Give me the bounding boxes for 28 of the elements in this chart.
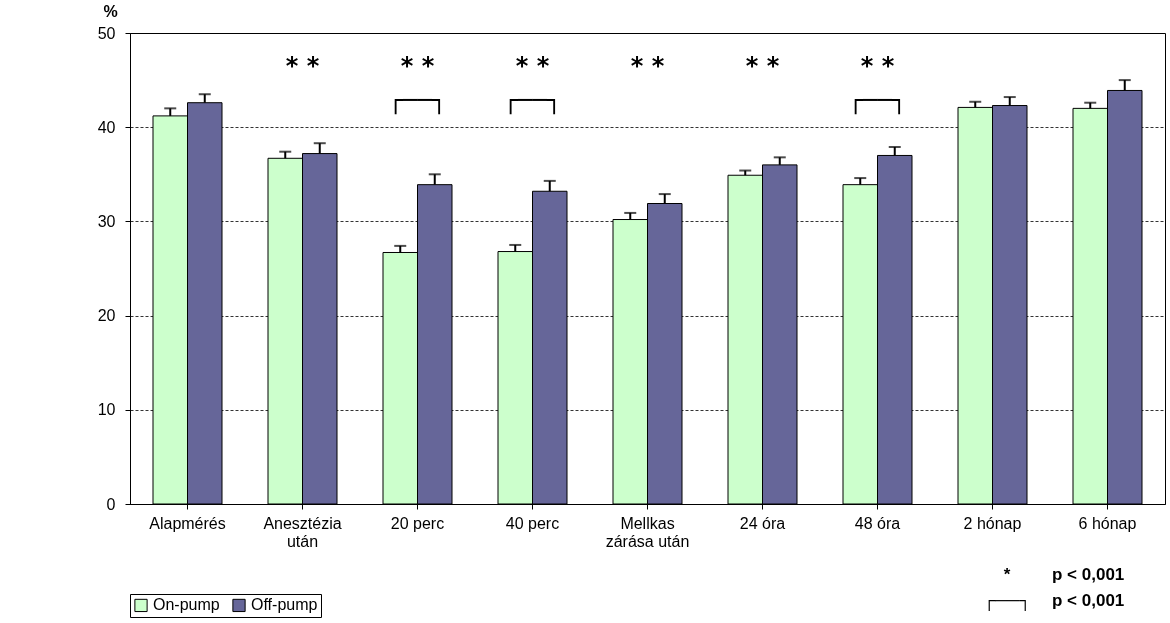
y-tick-label: 10 [97,401,116,419]
text: p < 0,001 [1052,565,1126,585]
annotation: * * [630,52,665,80]
x-tick-label: Mellkas zárása után [605,514,690,550]
x-tick-label: 24 óra [739,514,786,532]
text: p < 0,001 [1052,591,1126,611]
y-tick-label: 20 [97,307,116,325]
legend-label: On-pump [153,596,220,614]
annotation: * * [285,52,320,80]
y-tick-label: 50 [97,24,116,42]
x-tick-label: 2 hónap [963,514,1022,532]
text: ┌──┐ [981,591,1033,611]
annotation: * * ┌──┐ [388,52,447,115]
y-axis-title: % [103,2,118,20]
x-tick-label: Anesztézia után [263,514,342,550]
x-tick-label: 6 hónap [1078,514,1137,532]
annotation: * * ┌──┐ [503,52,562,115]
annotation: * * [745,52,780,80]
text: * [1002,565,1012,585]
legend-label: Off-pump [251,596,318,614]
y-tick-label: 30 [97,212,116,230]
x-tick-label: 48 óra [854,514,901,532]
x-tick-label: 20 perc [390,514,445,532]
x-tick-label: Alapmérés [149,514,226,532]
y-tick-label: 40 [97,118,116,136]
annotation: * * ┌──┐ [848,52,907,115]
x-tick-label: 40 perc [505,514,560,532]
y-tick-label: 0 [106,495,116,513]
